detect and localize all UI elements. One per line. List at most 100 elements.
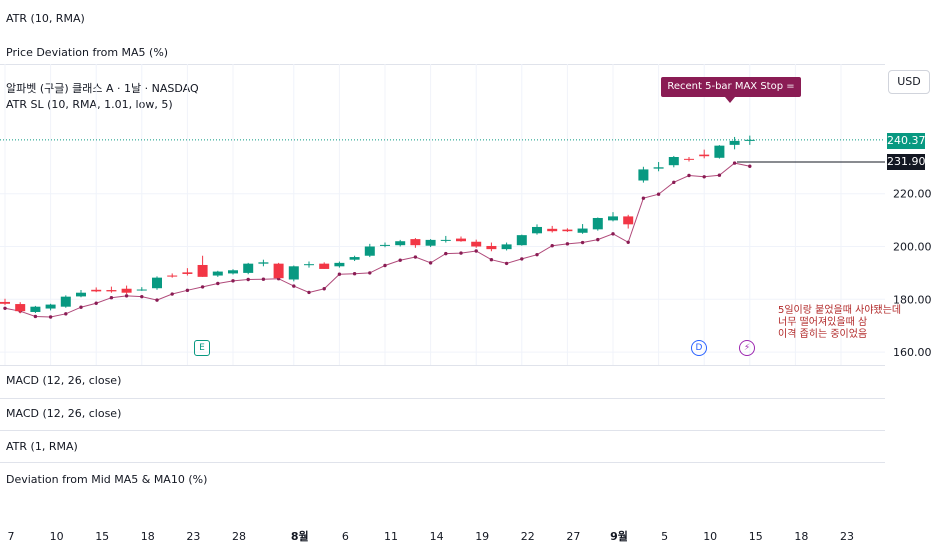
- tooltip-pointer: [725, 97, 735, 103]
- stop-point: [611, 232, 615, 236]
- candle-body: [91, 289, 102, 292]
- atr-sl-label[interactable]: ATR SL (10, RMA, 1.01, low, 5): [6, 98, 173, 111]
- stop-point: [717, 173, 722, 177]
- candle-body: [608, 216, 618, 221]
- candle-body: [729, 140, 740, 145]
- stop-point: [307, 290, 311, 295]
- stop-point: [352, 271, 357, 276]
- candle-body: [121, 288, 132, 293]
- stop-point: [383, 263, 387, 268]
- stop-point: [687, 173, 691, 178]
- note-line: 너무 떨어져있을때 삼: [778, 317, 868, 328]
- stop-point: [474, 249, 478, 253]
- pane-divider: [0, 462, 885, 463]
- stop-point: [626, 240, 630, 244]
- candle-body: [592, 217, 603, 230]
- x-tick-label: 15: [95, 530, 109, 543]
- x-tick-label: 8월: [291, 529, 309, 543]
- stop-point: [48, 315, 53, 319]
- stop-point: [702, 175, 706, 179]
- candle-body: [395, 241, 406, 246]
- note-line: 5일이랑 붙었을때 사야됐는데: [778, 305, 902, 316]
- candle-body: [440, 239, 451, 241]
- x-tick-label: 15: [749, 530, 763, 543]
- candle-body: [486, 245, 497, 250]
- x-tick-label: 23: [186, 530, 200, 543]
- stop-point: [489, 258, 494, 262]
- pane-divider: [0, 398, 885, 399]
- candle-body: [76, 292, 86, 297]
- symbol-title[interactable]: 알파벳 (구글) 클래스 A · 1날 · NASDAQ: [6, 82, 199, 95]
- candle-body: [273, 263, 284, 279]
- stop-point: [322, 287, 326, 291]
- candle-body: [532, 226, 542, 234]
- annotation-note: 5일이랑 붙었을때 사야됐는데 너무 떨어져있을때 삼 이격 좁히는 중이었음: [778, 305, 901, 341]
- y-tick-label: 160.00: [893, 346, 932, 359]
- candle-body: [349, 257, 360, 260]
- stop-point: [428, 261, 433, 265]
- y-tick-label: 180.00: [893, 293, 932, 306]
- x-tick-label: 10: [703, 530, 717, 543]
- candle-body: [684, 158, 694, 160]
- x-tick-label: 27: [566, 530, 580, 543]
- stop-point: [79, 305, 83, 309]
- x-tick-label: 23: [840, 530, 854, 543]
- stop-point: [732, 161, 737, 165]
- currency-button[interactable]: USD: [888, 70, 930, 94]
- stop-price-tag: 231.90: [887, 154, 926, 170]
- atr1-label: ATR (1, RMA): [6, 440, 78, 453]
- stop-point: [64, 312, 68, 316]
- stop-point: [580, 240, 585, 245]
- candle-body: [699, 154, 710, 157]
- dividend-icon[interactable]: D: [691, 340, 707, 356]
- candle-body: [319, 263, 330, 269]
- stop-point: [261, 277, 266, 281]
- x-tick-label: 18: [794, 530, 808, 543]
- candle-body: [136, 289, 147, 291]
- x-tick-label: 22: [521, 530, 535, 543]
- y-tick-label: 220.00: [893, 188, 932, 201]
- candle-body: [212, 271, 223, 276]
- earnings-icon[interactable]: E: [194, 340, 210, 356]
- stop-point: [672, 180, 676, 185]
- deviation-mid-label: Deviation from Mid MA5 & MA10 (%): [6, 473, 208, 486]
- stop-point: [246, 277, 250, 282]
- stop-point: [216, 281, 220, 286]
- pane-divider: [0, 64, 885, 65]
- stop-point: [140, 294, 144, 299]
- candle-body: [258, 262, 269, 264]
- candle-body: [516, 235, 527, 246]
- stop-point: [33, 314, 38, 319]
- candle-body: [15, 304, 26, 312]
- candle-body: [30, 306, 41, 312]
- stop-line: [4, 162, 750, 318]
- candle-body: [304, 264, 314, 266]
- stop-point: [292, 284, 296, 288]
- stop-point: [398, 258, 402, 262]
- note-line: 이격 좁히는 중이었음: [778, 329, 868, 340]
- candle-body: [106, 290, 117, 292]
- candle-body: [288, 266, 299, 280]
- candle-body: [471, 241, 482, 247]
- stop-point: [170, 292, 174, 296]
- max-stop-tooltip: Recent 5-bar MAX Stop = 232.05: [661, 77, 801, 112]
- x-tick-label: 10: [50, 530, 64, 543]
- macd-label-2: MACD (12, 26, close): [6, 407, 122, 420]
- candle-body: [334, 262, 345, 267]
- candle-body: [714, 145, 725, 158]
- x-tick-label: 14: [430, 530, 444, 543]
- candle-body: [45, 304, 56, 309]
- stop-point: [748, 164, 752, 168]
- candle-body: [638, 169, 649, 181]
- candle-body: [577, 228, 588, 233]
- stop-point: [109, 296, 114, 300]
- y-tick-label: 200.00: [893, 241, 932, 254]
- stop-point: [459, 251, 463, 255]
- candle-body: [668, 157, 679, 166]
- macd-label: MACD (12, 26, close): [6, 374, 122, 387]
- candle-body: [182, 272, 193, 274]
- split-icon[interactable]: ⚡: [739, 340, 755, 356]
- x-tick-label: 11: [384, 530, 398, 543]
- pane-divider: [0, 430, 885, 431]
